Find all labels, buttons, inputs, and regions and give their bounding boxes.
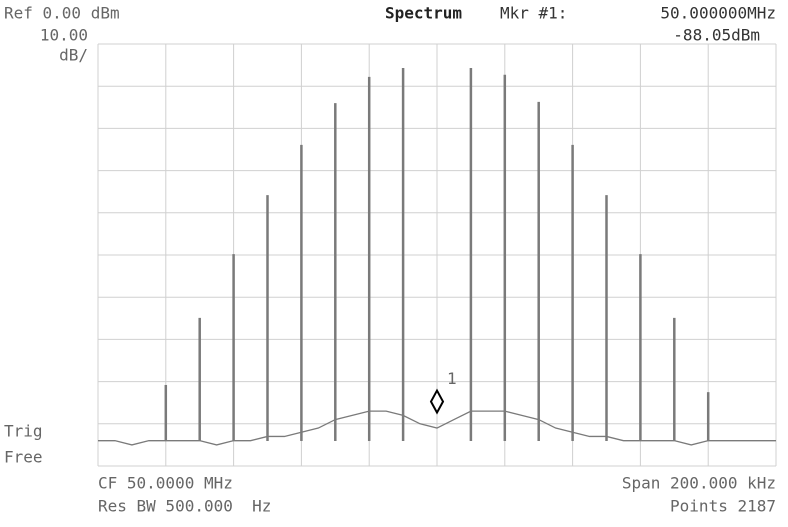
rbw-label: Res BW 500.000 Hz (98, 497, 271, 516)
marker-header: Mkr #1: (500, 4, 567, 23)
marker-label: 1 (447, 369, 457, 388)
span-label: Span 200.000 kHz (622, 474, 776, 493)
title: Spectrum (385, 4, 462, 23)
marker (429, 388, 445, 415)
marker-freq: 50.000000MHz (660, 4, 776, 23)
noise-floor (98, 410, 776, 446)
marker-level: -88.05dBm (673, 26, 760, 45)
scale-value: 10.00 (40, 26, 88, 45)
center-label: CF 50.0000 MHz (98, 474, 233, 493)
trig-label: Trig (4, 422, 43, 441)
scale-unit: dB/ (59, 46, 88, 65)
points-label: Points 2187 (670, 497, 776, 516)
ref-label: Ref 0.00 dBm (4, 4, 120, 23)
trig-mode: Free (4, 448, 43, 467)
